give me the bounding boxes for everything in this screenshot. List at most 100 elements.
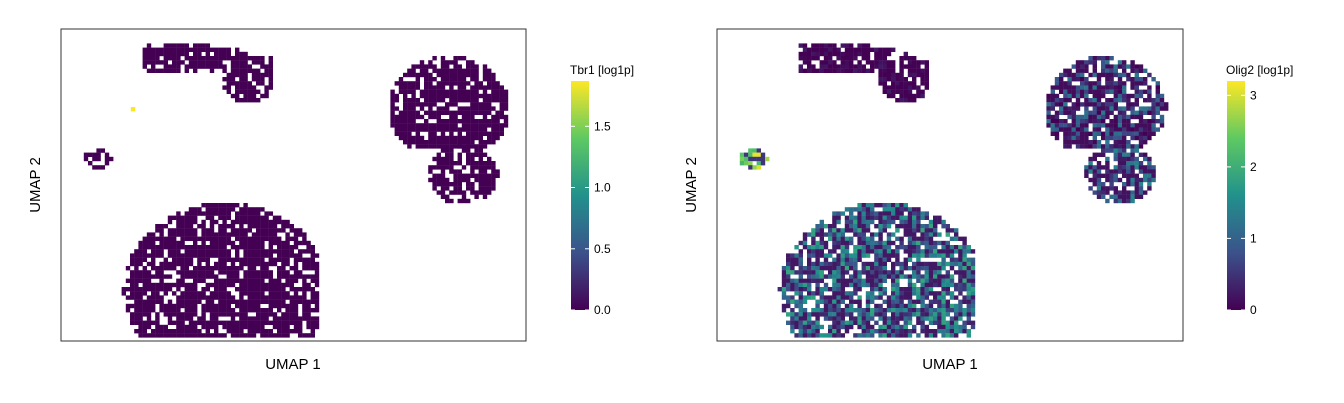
hex-bin (857, 249, 862, 254)
hex-bin (209, 253, 215, 258)
hex-bin (949, 316, 955, 321)
hex-bin (310, 316, 315, 321)
hex-bin (201, 228, 206, 233)
hex-bin (176, 228, 181, 233)
hex-bin (1080, 72, 1085, 78)
hex-bin (230, 266, 236, 271)
hex-bin (807, 278, 812, 283)
hex-bin (1071, 114, 1076, 120)
hex-bin (482, 182, 488, 187)
hex-bin (823, 253, 829, 258)
hex-bin (268, 287, 273, 292)
hex-bin (865, 249, 871, 254)
hex-bin (823, 43, 829, 48)
hex-bin (1117, 110, 1123, 115)
hex-bin (457, 68, 462, 73)
hex-bin (1147, 165, 1152, 170)
hex-bin (886, 236, 892, 241)
hex-bin (1117, 148, 1123, 153)
hex-bin (251, 266, 257, 271)
hex-bin (811, 308, 816, 313)
hex-bin (193, 249, 198, 254)
hex-bin (146, 240, 152, 246)
hex-bin (886, 219, 892, 225)
hex-bin (138, 295, 143, 300)
hex-bin (230, 270, 236, 275)
hex-bin (167, 266, 173, 271)
hex-bin (201, 236, 206, 241)
hex-bin (260, 215, 265, 220)
hex-bin (832, 295, 837, 300)
hex-bin (1080, 89, 1085, 94)
hex-bin (1092, 127, 1097, 132)
hex-bin (798, 291, 803, 296)
hex-bin (857, 253, 862, 258)
hex-bin (226, 324, 231, 330)
hex-bin (314, 278, 320, 283)
hex-bin (235, 64, 240, 69)
hex-bin (1063, 81, 1068, 86)
hex-bin (907, 295, 913, 300)
hex-bin (815, 270, 820, 275)
hex-bin (180, 219, 185, 225)
hex-bin (235, 249, 240, 254)
hex-bin (823, 274, 829, 279)
hex-bin (970, 270, 976, 275)
hex-bin (146, 299, 152, 304)
hex-bin (176, 51, 181, 57)
hex-bin (802, 295, 808, 300)
hex-bin (912, 68, 917, 73)
hex-bin (461, 194, 467, 199)
hex-bin (285, 291, 290, 296)
hex-bin (424, 77, 429, 82)
hex-bin (209, 232, 215, 237)
hex-bin (188, 245, 194, 250)
hex-bin (461, 106, 467, 111)
hex-bin (251, 232, 257, 237)
hex-bin (811, 56, 816, 61)
hex-bin (882, 291, 887, 296)
hex-bin (289, 312, 294, 317)
hex-bin (146, 278, 152, 283)
hex-bin (836, 245, 841, 250)
hex-bin (1109, 68, 1114, 73)
hex-bin (941, 240, 946, 246)
hex-bin (100, 148, 105, 153)
hex-bin (453, 110, 458, 115)
hex-bin (243, 72, 248, 78)
hex-bin (949, 320, 955, 325)
hex-bin (1130, 156, 1135, 162)
hex-bin (457, 140, 462, 145)
y-axis-label: UMAP 2 (27, 157, 44, 213)
hex-bin (306, 312, 311, 317)
hex-bin (941, 324, 946, 330)
hex-bin (1122, 81, 1127, 86)
hex-bin (142, 320, 147, 325)
hex-bin (832, 257, 837, 262)
hex-bin (811, 291, 816, 296)
hex-bin (453, 144, 458, 149)
hex-bin (895, 312, 900, 317)
hex-bin (1067, 68, 1072, 73)
hex-bin (176, 324, 181, 330)
hex-bin (1067, 135, 1072, 141)
hex-bin (840, 249, 845, 254)
hex-bin (874, 47, 879, 52)
hex-bin (197, 224, 202, 229)
hex-bin (172, 303, 177, 309)
hex-bin (1138, 114, 1144, 120)
hex-bin (285, 224, 290, 229)
hex-bin (928, 253, 934, 258)
hex-bin (482, 169, 488, 174)
hex-bin (138, 303, 143, 309)
hex-bin (1105, 102, 1110, 107)
hex-bin (205, 329, 210, 334)
hex-bin (424, 98, 429, 103)
hex-bin (1143, 77, 1148, 82)
hex-bin (281, 274, 286, 279)
hex-bin (176, 211, 181, 216)
hex-bin (811, 333, 816, 338)
hex-bin (256, 324, 261, 330)
hex-bin (260, 308, 265, 313)
